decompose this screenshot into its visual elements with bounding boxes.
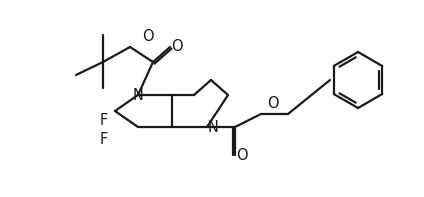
Text: F: F [100,112,108,127]
Text: O: O [267,96,279,111]
Text: F: F [100,133,108,148]
Text: O: O [171,38,183,54]
Text: O: O [142,29,154,44]
Text: N: N [208,120,219,135]
Text: N: N [133,87,143,102]
Text: O: O [236,149,248,164]
